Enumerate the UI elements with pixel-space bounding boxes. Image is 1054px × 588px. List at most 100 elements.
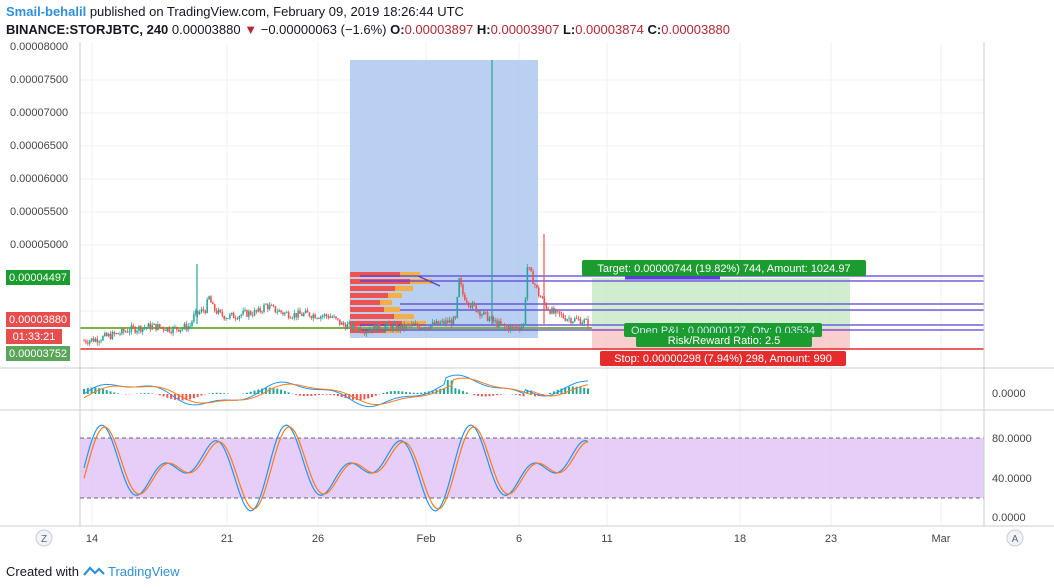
- ratio-label[interactable]: Risk/Reward Ratio: 2.5: [636, 333, 812, 347]
- macd-histogram-bar: [552, 391, 555, 394]
- target-label[interactable]: Target: 0.00000744 (19.82%) 744, Amount:…: [582, 260, 866, 276]
- candle-body: [435, 320, 438, 325]
- macd-histogram-bar: [348, 394, 351, 400]
- macd-histogram-bar: [477, 394, 480, 396]
- macd-axis-label: 0.0000: [992, 388, 1026, 400]
- candle-body: [236, 318, 239, 320]
- candle-body: [166, 327, 169, 331]
- macd-histogram-bar: [382, 392, 385, 394]
- zoom-button[interactable]: Z: [35, 529, 53, 547]
- author-name[interactable]: Smail-behalil: [6, 4, 87, 19]
- macd-histogram-bar: [583, 387, 586, 394]
- time-axis[interactable]: 14 21 26 Feb 6 11 18 23 Mar: [86, 533, 951, 545]
- candle-body: [342, 322, 345, 325]
- candle-body: [515, 326, 517, 328]
- volume-profile-area[interactable]: [350, 60, 538, 338]
- candle-body: [246, 310, 248, 317]
- candle-body: [325, 314, 328, 317]
- candle-body: [363, 332, 366, 334]
- candle-body: [585, 319, 587, 320]
- candle-body: [583, 319, 586, 323]
- macd-histogram-bar: [166, 394, 169, 398]
- candle-body: [263, 304, 265, 312]
- candle-body: [143, 327, 146, 329]
- macd-histogram-bar: [325, 394, 328, 395]
- candle-body: [289, 317, 292, 319]
- macd-histogram-bar: [587, 388, 589, 394]
- candle-body: [198, 311, 201, 314]
- candle-body: [162, 327, 165, 330]
- candle-body: [492, 316, 495, 322]
- time-tick: 26: [312, 533, 324, 545]
- candle-body: [138, 326, 140, 331]
- macd-histogram-bar: [280, 389, 283, 394]
- macd-histogram-bar: [295, 394, 298, 395]
- candle-body: [230, 312, 233, 315]
- candle-body: [149, 323, 152, 330]
- candle-body: [268, 305, 271, 310]
- candle-body: [344, 324, 347, 330]
- last-price: 0.00003880: [171, 22, 241, 37]
- candle-body: [564, 318, 567, 321]
- macd-histogram-bar: [192, 394, 195, 399]
- candle-body: [130, 325, 133, 332]
- price-tag-entry: 0.00003752: [6, 346, 70, 361]
- candle-body: [520, 326, 523, 330]
- candle-body: [473, 302, 476, 306]
- macd-histogram-bar: [420, 392, 423, 394]
- candle-body: [141, 327, 144, 332]
- price-axis[interactable]: 0.00008000 0.00007500 0.00007000 0.00006…: [10, 42, 68, 251]
- macd-histogram-bar: [571, 386, 574, 394]
- candle-body: [132, 325, 135, 328]
- candle-body: [439, 322, 442, 325]
- candle-body: [374, 325, 377, 332]
- macd-histogram-bar: [526, 390, 529, 394]
- macd-histogram-bar: [317, 394, 320, 396]
- macd-histogram-bar: [340, 394, 343, 398]
- candle-body: [511, 326, 514, 328]
- macd-histogram-bar: [439, 388, 442, 394]
- candle-body: [119, 333, 121, 335]
- candle-body: [278, 310, 280, 312]
- candle-body: [327, 316, 330, 318]
- macd-pane[interactable]: [83, 374, 589, 408]
- candle-body: [338, 319, 341, 325]
- macd-histogram-bar: [283, 390, 286, 394]
- macd-histogram-bar: [492, 394, 495, 396]
- stop-label[interactable]: Stop: 0.00000298 (7.94%) 298, Amount: 99…: [600, 351, 846, 366]
- time-tick: 6: [516, 533, 522, 545]
- macd-histogram-bar: [287, 392, 290, 394]
- macd-histogram-bar: [575, 386, 578, 394]
- open-label: O:: [390, 22, 405, 37]
- candle-body: [179, 329, 182, 332]
- candle-body: [121, 328, 123, 334]
- stoch-axis-label: 0.0000: [992, 512, 1026, 524]
- candle-body: [382, 330, 385, 331]
- stochastic-lines[interactable]: [83, 424, 589, 512]
- candle-body: [213, 304, 216, 311]
- candle-body: [554, 310, 557, 314]
- price-tick: 0.00005000: [10, 239, 68, 251]
- created-with-text: Created with: [6, 564, 79, 579]
- candle-body: [293, 313, 296, 318]
- candle-body: [335, 316, 337, 319]
- chart-canvas[interactable]: Target: 0.00000744 (19.82%) 744, Amount:…: [0, 42, 1054, 558]
- auto-scale-button[interactable]: A: [1006, 529, 1024, 547]
- candle-body: [562, 314, 565, 319]
- macd-histogram-bar: [371, 394, 373, 398]
- candle-body: [367, 331, 370, 332]
- macd-histogram-bar: [564, 387, 567, 394]
- candle-body: [200, 309, 203, 312]
- target-zone[interactable]: [592, 278, 850, 328]
- price-series[interactable]: [83, 264, 589, 347]
- candle-body: [570, 318, 572, 324]
- candle-body: [234, 318, 237, 319]
- tradingview-logo-icon[interactable]: TradingView: [82, 564, 180, 579]
- candle-body: [337, 318, 339, 320]
- macd-histogram-bar: [496, 394, 499, 396]
- candle-body: [117, 333, 119, 335]
- candle-body: [524, 298, 527, 324]
- candle-body: [83, 340, 85, 342]
- price-tick: 0.00005500: [10, 206, 68, 218]
- macd-histogram-bar: [117, 393, 120, 394]
